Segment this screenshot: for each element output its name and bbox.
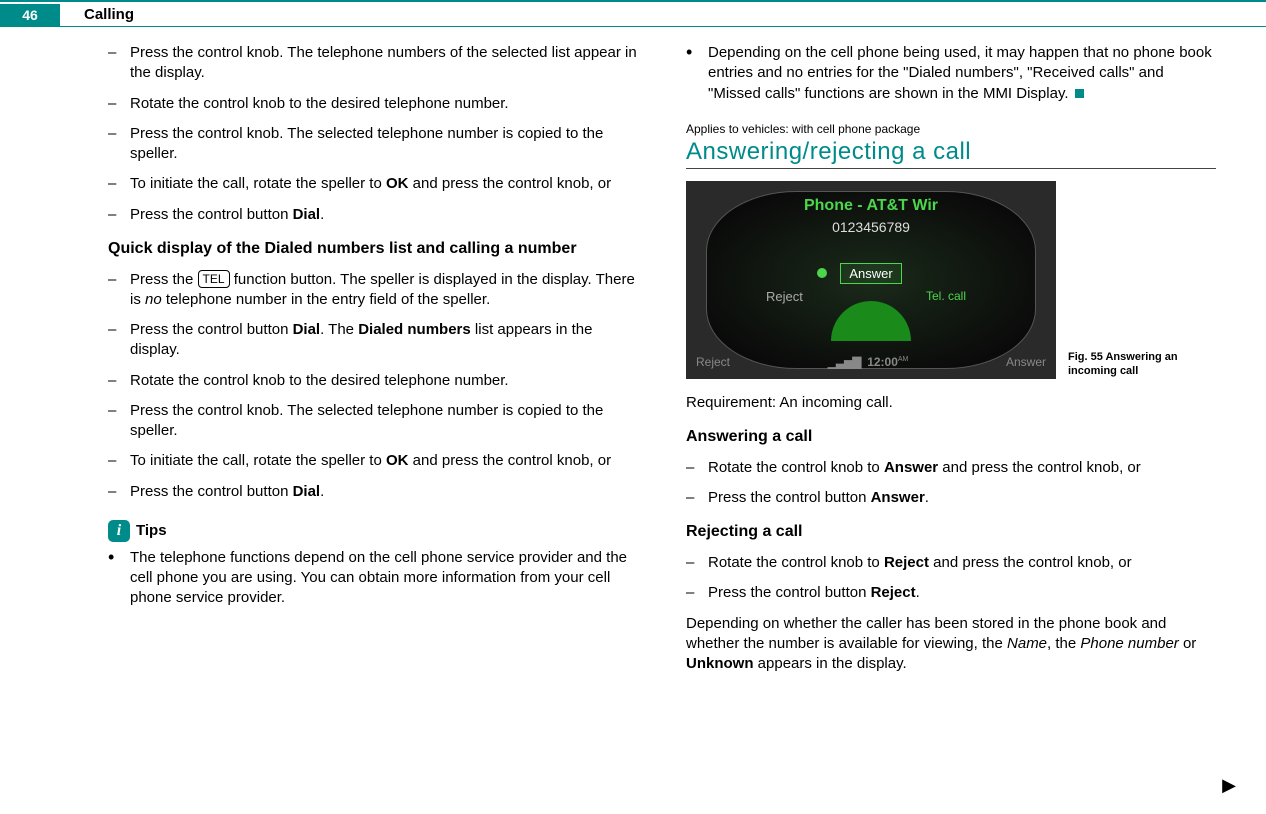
list-item: –To initiate the call, rotate the spelle… [108, 174, 638, 194]
tip-item: •Depending on the cell phone being used,… [686, 43, 1216, 104]
screen-title: Phone - AT&T Wir [686, 197, 1056, 215]
screen-answer-option: Answer [840, 263, 901, 284]
continue-arrow-icon: ▶ [1222, 775, 1236, 796]
screen-softkey-right: Answer [1006, 355, 1046, 369]
right-column: •Depending on the cell phone being used,… [686, 43, 1216, 684]
list-item: –Press the control button Dial. [108, 205, 638, 225]
requirement-text: Requirement: An incoming call. [686, 393, 1216, 413]
section-title: Calling [60, 4, 134, 26]
list-item: –Rotate the control knob to the desired … [108, 371, 638, 391]
list-item: –Press the TEL function button. The spel… [108, 270, 638, 311]
list-item: –To initiate the call, rotate the spelle… [108, 451, 638, 471]
list-item: –Press the control button Dial. The Dial… [108, 320, 638, 361]
screen-softkey-left: Reject [696, 355, 730, 369]
screen-status-center: ▁▃▅▇ 12:00AM [828, 355, 909, 369]
screen-number: 0123456789 [686, 219, 1056, 235]
info-icon: i [108, 520, 130, 542]
list-item: –Press the control knob. The selected te… [108, 124, 638, 165]
list-item: –Rotate the control knob to Reject and p… [686, 553, 1216, 573]
tel-key-icon: TEL [198, 270, 230, 288]
page-number: 46 [0, 4, 60, 26]
list-item: –Rotate the control knob to the desired … [108, 94, 638, 114]
subheading: Quick display of the Dialed numbers list… [108, 239, 638, 260]
list-item: –Press the control knob. The telephone n… [108, 43, 638, 84]
screen-tel-call: Tel. call [926, 289, 966, 303]
end-marker-icon [1075, 89, 1084, 98]
list-item: –Rotate the control knob to Answer and p… [686, 458, 1216, 478]
screen-reject-option: Reject [766, 289, 803, 304]
mmi-screenshot: Phone - AT&T Wir 0123456789 Answer Rejec… [686, 181, 1056, 379]
list-item: –Press the control knob. The selected te… [108, 401, 638, 442]
left-column: –Press the control knob. The telephone n… [108, 43, 638, 684]
subheading: Answering a call [686, 427, 1216, 448]
figure-caption: Fig. 55 Answering an incoming call [1068, 350, 1198, 379]
list-item: –Press the control button Answer. [686, 488, 1216, 508]
topic-heading: Answering/rejecting a call [686, 138, 1216, 166]
list-item: –Press the control button Reject. [686, 583, 1216, 603]
list-item: –Press the control button Dial. [108, 482, 638, 502]
tips-heading: i Tips [108, 520, 638, 542]
applies-note: Applies to vehicles: with cell phone pac… [686, 122, 1216, 136]
subheading: Rejecting a call [686, 522, 1216, 543]
closing-text: Depending on whether the caller has been… [686, 614, 1216, 675]
tip-item: •The telephone functions depend on the c… [108, 548, 638, 609]
